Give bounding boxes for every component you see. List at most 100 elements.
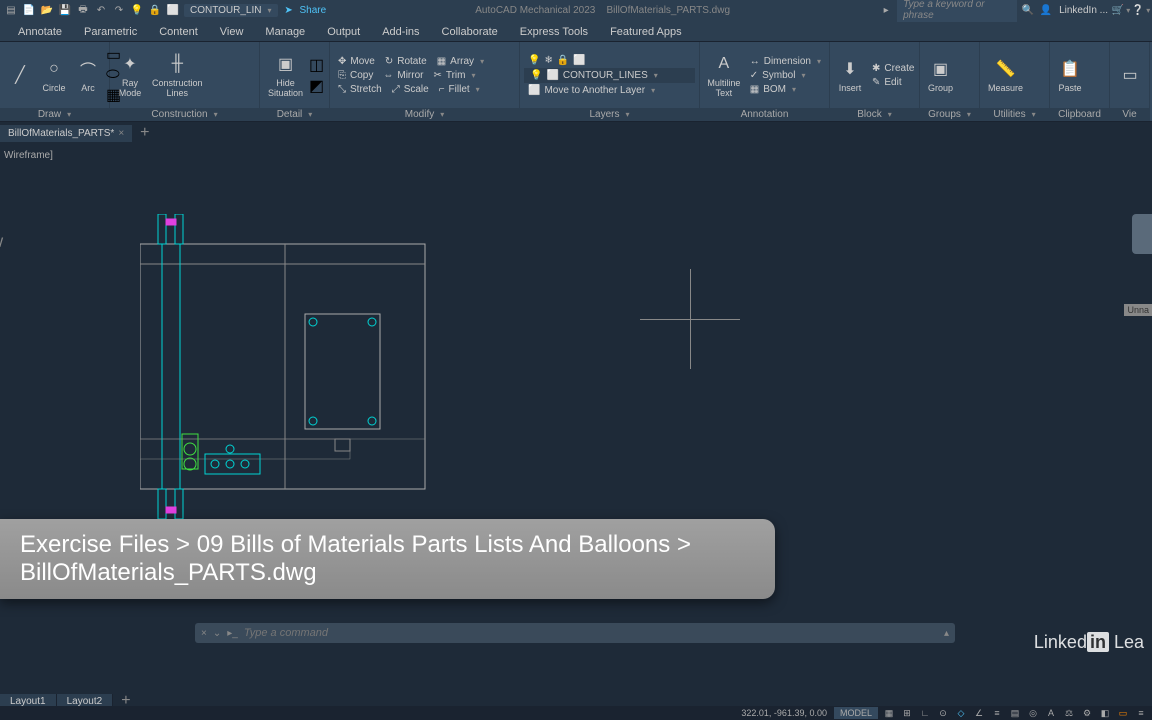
- detail-icon1[interactable]: ◫: [309, 55, 324, 75]
- grid-icon[interactable]: ▦: [882, 707, 896, 719]
- snap-icon[interactable]: ⊞: [900, 707, 914, 719]
- view-button[interactable]: ▭: [1114, 61, 1146, 89]
- move-button[interactable]: ✥Move: [334, 55, 379, 68]
- panel-block-title[interactable]: Block: [830, 108, 919, 121]
- tab-manage[interactable]: Manage: [255, 23, 315, 41]
- anno-icon[interactable]: A: [1044, 707, 1058, 719]
- insert-button[interactable]: ⬇Insert: [834, 55, 866, 95]
- undo-icon[interactable]: ↶: [94, 3, 108, 17]
- linkedin-user[interactable]: LinkedIn ...: [1059, 5, 1108, 16]
- layer-lock-icon[interactable]: 🔒: [148, 3, 162, 17]
- mtext-button[interactable]: AMultiline Text: [704, 50, 744, 100]
- trim-button[interactable]: ✂Trim: [429, 69, 479, 82]
- share-label[interactable]: Share: [300, 5, 327, 16]
- print-icon[interactable]: 🖶: [76, 3, 90, 17]
- dimension-button[interactable]: ↔Dimension: [746, 55, 825, 68]
- part-drawing: [140, 214, 440, 534]
- command-line[interactable]: × ⌄ ▸_ ▴: [195, 623, 955, 643]
- circle-button[interactable]: ○Circle: [38, 55, 70, 95]
- ortho-icon[interactable]: ∟: [918, 707, 932, 719]
- cmd-up-icon[interactable]: ▴: [944, 628, 949, 639]
- measure-button[interactable]: 📏Measure: [984, 55, 1027, 95]
- symbol-button[interactable]: ✓Symbol: [746, 69, 825, 82]
- bom-button[interactable]: ▦BOM: [746, 83, 825, 96]
- polar-icon[interactable]: ⊙: [936, 707, 950, 719]
- status-bar: 322.01, -961.39, 0.00 MODEL ▦ ⊞ ∟ ⊙ ◇ ∠ …: [0, 706, 1152, 720]
- paste-button[interactable]: 📋Paste: [1054, 55, 1086, 95]
- close-cmd-icon[interactable]: ×: [201, 628, 207, 639]
- move-layer-button[interactable]: ⬜Move to Another Layer: [524, 84, 695, 97]
- layer-row1[interactable]: 💡❄🔒⬜: [524, 54, 695, 67]
- mirror-button[interactable]: ⇔Mirror: [379, 69, 427, 82]
- cart-icon[interactable]: 🛒: [1114, 3, 1128, 17]
- panel-layers-title[interactable]: Layers: [520, 108, 699, 121]
- tab-featured[interactable]: Featured Apps: [600, 23, 692, 41]
- layer-current[interactable]: 💡⬜CONTOUR_LINES: [524, 68, 695, 83]
- panel-draw-title[interactable]: Draw: [0, 108, 109, 121]
- tab-addins[interactable]: Add-ins: [372, 23, 429, 41]
- close-icon[interactable]: ×: [118, 128, 124, 139]
- file-tab[interactable]: BillOfMaterials_PARTS* ×: [0, 125, 132, 142]
- tab-output[interactable]: Output: [317, 23, 370, 41]
- arrow-icon[interactable]: ▸: [879, 3, 893, 17]
- add-tab-button[interactable]: +: [132, 121, 157, 145]
- osnap-icon[interactable]: ◇: [954, 707, 968, 719]
- tab-express[interactable]: Express Tools: [510, 23, 598, 41]
- redo-icon[interactable]: ↷: [112, 3, 126, 17]
- fillet-button[interactable]: ⌐Fillet: [435, 83, 484, 96]
- share-icon[interactable]: ➤: [282, 3, 296, 17]
- search-icon[interactable]: 🔍: [1021, 3, 1035, 17]
- arc-button[interactable]: ⌒Arc: [72, 55, 104, 95]
- viewcube-cube[interactable]: [1132, 214, 1152, 254]
- group-button[interactable]: ▣Group: [924, 55, 957, 95]
- panel-utilities-title[interactable]: Utilities: [980, 108, 1049, 121]
- panel-detail-title[interactable]: Detail: [260, 108, 329, 121]
- cycle-icon[interactable]: ◎: [1026, 707, 1040, 719]
- save-icon[interactable]: 💾: [58, 3, 72, 17]
- scale-icon[interactable]: ⚖: [1062, 707, 1076, 719]
- array-button[interactable]: ▦Array: [433, 55, 488, 68]
- track-icon[interactable]: ∠: [972, 707, 986, 719]
- copy-button[interactable]: ⎘Copy: [334, 69, 377, 82]
- app-icon[interactable]: ▤: [4, 3, 18, 17]
- new-icon[interactable]: 📄: [22, 3, 36, 17]
- file-tab-label: BillOfMaterials_PARTS*: [8, 128, 114, 139]
- panel-construction-title[interactable]: Construction: [110, 108, 259, 121]
- stretch-button[interactable]: ⤡Stretch: [334, 83, 386, 96]
- iso-icon[interactable]: ◧: [1098, 707, 1112, 719]
- tooltip-banner: Exercise Files > 09 Bills of Materials P…: [0, 519, 775, 599]
- layer-color-icon[interactable]: ⬜: [166, 3, 180, 17]
- clean-icon[interactable]: ▭: [1116, 707, 1130, 719]
- layer-dropdown[interactable]: CONTOUR_LIN: [184, 4, 278, 17]
- command-input[interactable]: [244, 627, 938, 639]
- gear-icon[interactable]: ⚙: [1080, 707, 1094, 719]
- chevron-icon[interactable]: ⌄: [213, 628, 221, 639]
- help-icon[interactable]: ❔: [1134, 3, 1148, 17]
- layer-dropdown-label: CONTOUR_LIN: [190, 5, 262, 16]
- user-icon[interactable]: 👤: [1039, 3, 1053, 17]
- detail-icon2[interactable]: ◩: [309, 76, 324, 96]
- tab-collaborate[interactable]: Collaborate: [432, 23, 508, 41]
- drawing-area[interactable]: Wireframe] W Unna: [0, 144, 1152, 671]
- open-icon[interactable]: 📂: [40, 3, 54, 17]
- search-input[interactable]: Type a keyword or phrase: [897, 0, 1017, 22]
- lwt-icon[interactable]: ≡: [990, 707, 1004, 719]
- hide-situation-button[interactable]: ▣Hide Situation: [264, 50, 307, 100]
- tab-view[interactable]: View: [210, 23, 254, 41]
- layer-bulb-icon[interactable]: 💡: [130, 3, 144, 17]
- construction-lines-button[interactable]: ╫Construction Lines: [148, 50, 207, 100]
- tab-content[interactable]: Content: [149, 23, 208, 41]
- create-block-button[interactable]: ✱Create: [868, 62, 918, 75]
- panel-modify-title[interactable]: Modify: [330, 108, 519, 121]
- transp-icon[interactable]: ▤: [1008, 707, 1022, 719]
- model-button[interactable]: MODEL: [834, 707, 878, 719]
- panel-groups-title[interactable]: Groups: [920, 108, 979, 121]
- tab-parametric[interactable]: Parametric: [74, 23, 147, 41]
- ray-mode-button[interactable]: ✦Ray Mode: [114, 50, 146, 100]
- edit-block-button[interactable]: ✎Edit: [868, 76, 918, 89]
- scale-button[interactable]: ⤢Scale: [388, 83, 433, 96]
- tab-annotate[interactable]: Annotate: [8, 23, 72, 41]
- custom-icon[interactable]: ≡: [1134, 707, 1148, 719]
- rotate-button[interactable]: ↻Rotate: [381, 55, 431, 68]
- line-button[interactable]: ╱: [4, 61, 36, 89]
